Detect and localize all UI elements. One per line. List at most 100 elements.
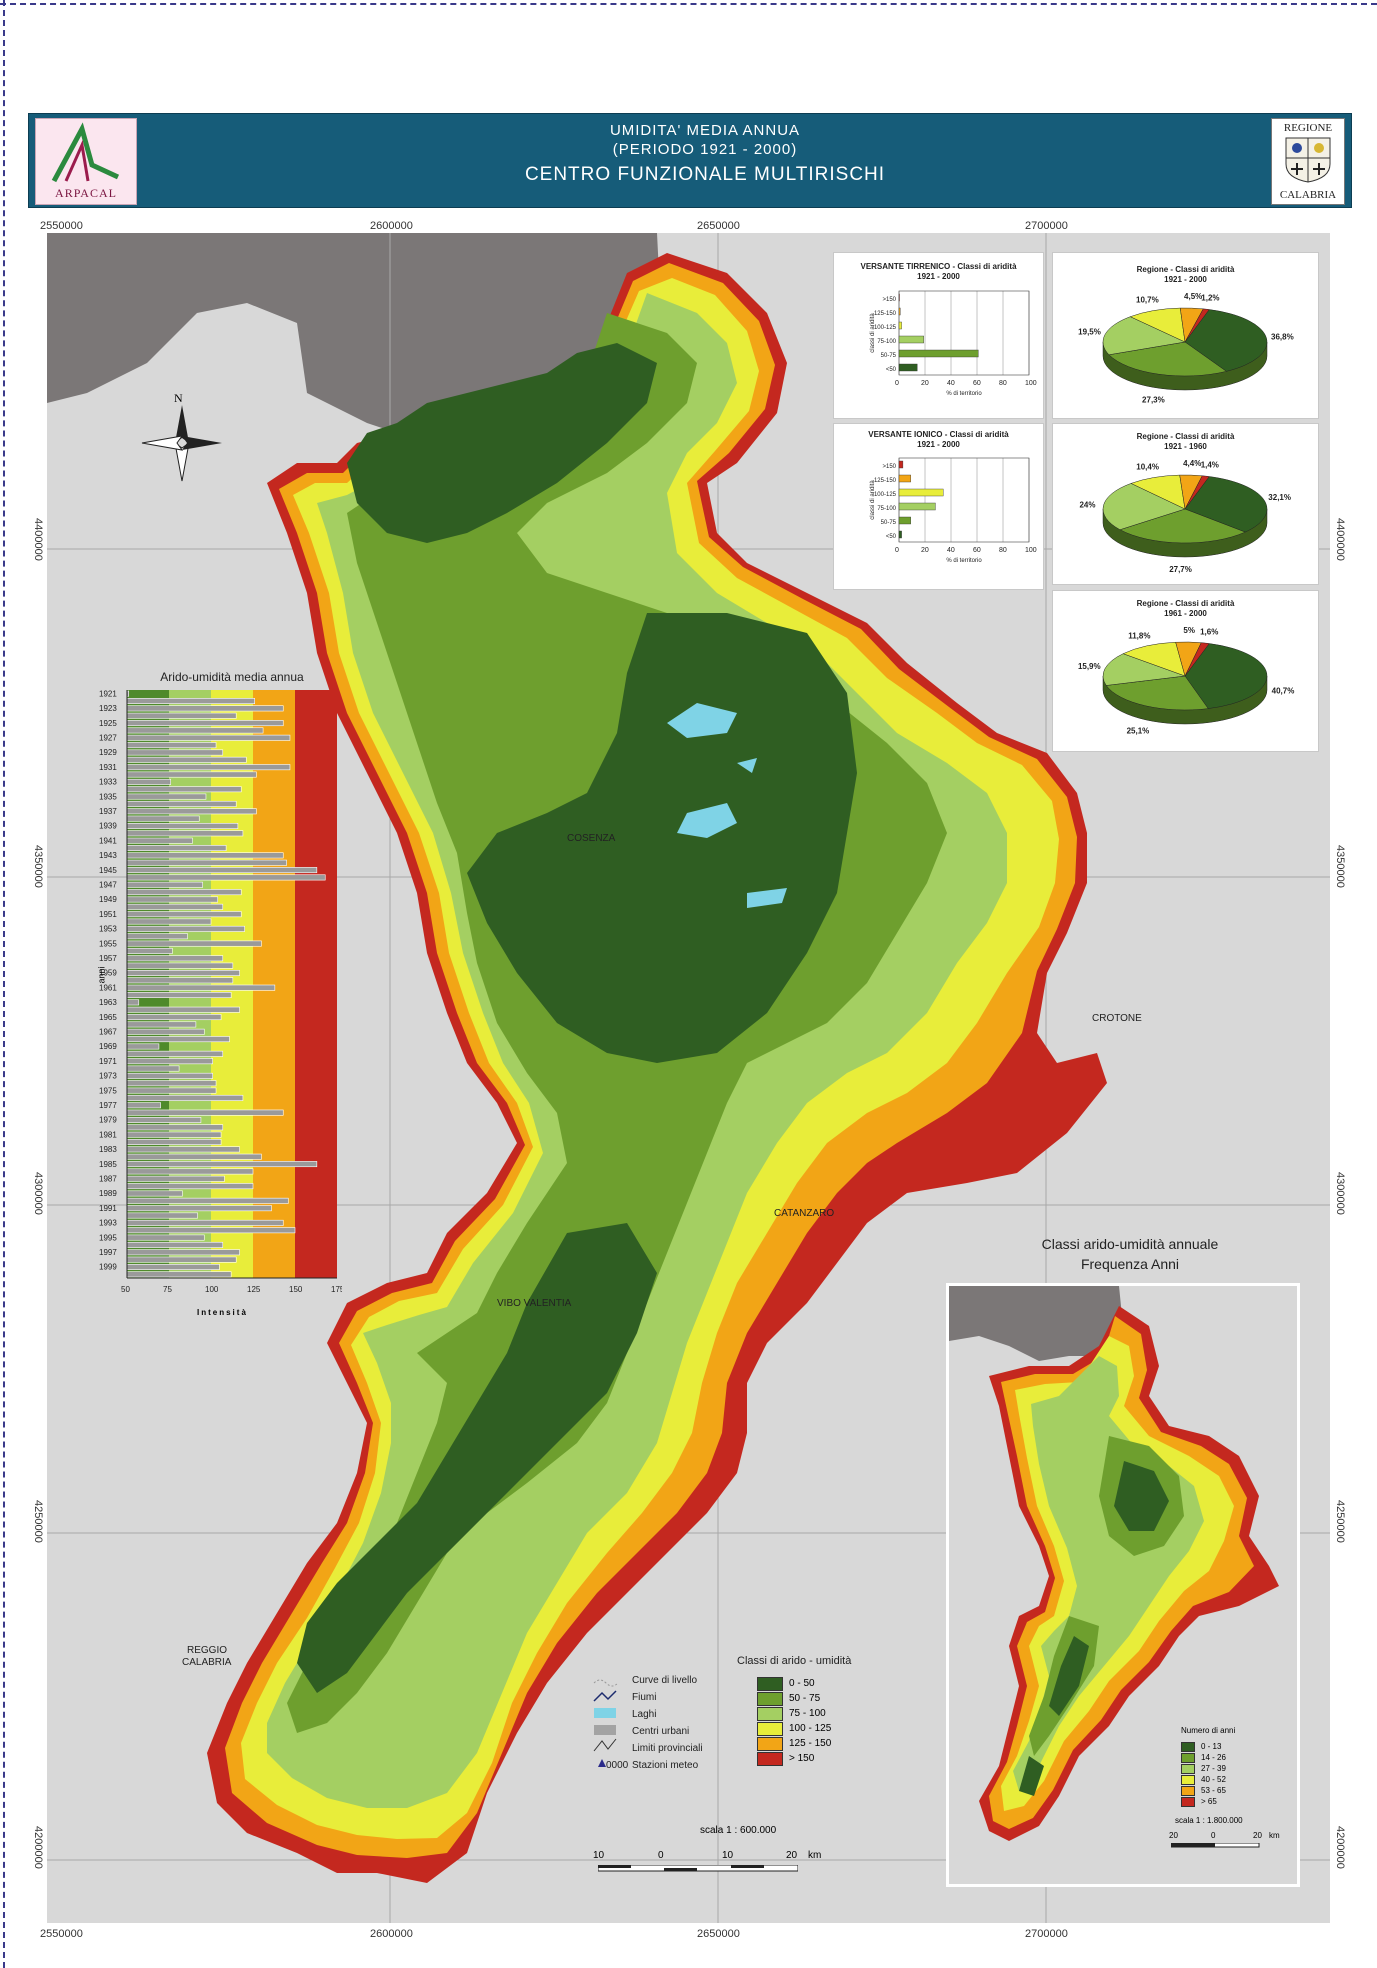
tirrenico-period: 1921 - 2000: [917, 272, 960, 281]
annual-x-tick: 125: [247, 1285, 261, 1294]
year-bar: [126, 1190, 183, 1197]
legend-lakes: Laghi: [632, 1709, 657, 1720]
year-label: 1963: [99, 998, 117, 1007]
year-bar: [126, 1197, 289, 1204]
regione-logo-bottom: CALABRIA: [1279, 189, 1337, 201]
year-label: 1993: [99, 1219, 117, 1228]
year-bar: [126, 925, 245, 932]
pie-label: 1,6%: [1200, 627, 1218, 636]
year-bar: [126, 903, 224, 910]
city-crotone: CROTONE: [1092, 1013, 1142, 1024]
year-bar: [126, 1116, 202, 1123]
year-label: 1999: [99, 1263, 117, 1272]
category-label: 100-125: [874, 325, 897, 331]
year-bar: [126, 1234, 205, 1241]
year-bar: [126, 742, 217, 749]
pie-chart-1921-1960: 32,1% 27,7% 24% 10,4% 4,4% 1,4%: [1079, 459, 1291, 574]
pie-label: 19,5%: [1078, 328, 1101, 337]
year-bar: [126, 1249, 240, 1256]
coord-y-right-3: 4300000: [1334, 1172, 1346, 1215]
north-label: N: [174, 391, 183, 405]
year-bar: [126, 705, 284, 712]
pie-label: 24%: [1079, 500, 1095, 509]
legend-label: 0 - 13: [1201, 1742, 1222, 1752]
year-label: 1991: [99, 1204, 117, 1213]
year-bar: [126, 845, 227, 852]
year-bar: [126, 918, 212, 925]
year-bar: [126, 911, 242, 918]
year-label: 1975: [99, 1086, 117, 1095]
year-label: 1937: [99, 807, 117, 816]
year-bar: [126, 1094, 244, 1101]
north-arrow-icon: [141, 405, 222, 482]
tirrenico-chart-panel: VERSANTE TIRRENICO - Classi di aridità 1…: [833, 252, 1044, 419]
pie-label: 10,7%: [1136, 296, 1159, 305]
year-bar: [126, 940, 262, 947]
coord-x-bottom-4: 2700000: [1025, 1928, 1068, 1940]
legend-borders: Limiti provinciali: [632, 1743, 703, 1754]
year-label: 1935: [99, 792, 117, 801]
annual-x-tick: 50: [121, 1285, 130, 1294]
year-label: 1989: [99, 1189, 117, 1198]
year-label: 1979: [99, 1116, 117, 1125]
city-catanzaro: CATANZARO: [774, 1208, 835, 1219]
city-cosenza: COSENZA: [567, 833, 616, 844]
class-bar: [898, 460, 904, 469]
year-bar: [126, 1263, 220, 1270]
legend-row: 27 - 39: [1181, 1760, 1226, 1778]
class-bar: [898, 335, 924, 344]
inset-scale-bar: [1171, 1843, 1260, 1848]
legend-swatch: [1181, 1785, 1195, 1796]
legend-swatch: [757, 1751, 783, 1766]
year-bar: [126, 1028, 205, 1035]
annual-chart-ylabel: anni: [96, 966, 107, 984]
x-tick: 40: [947, 547, 955, 554]
pie-panel-1921-2000: Regione - Classi di aridità 1921 - 2000 …: [1052, 252, 1319, 419]
annual-chart-title: Arido-umidità media annua: [160, 670, 304, 684]
legend-label: 125 - 150: [789, 1738, 832, 1750]
page-border-top: [0, 3, 1377, 5]
year-bar: [126, 830, 244, 837]
inset-scale-unit: km: [1269, 1831, 1280, 1840]
pie-slice: [1184, 475, 1210, 510]
legend-label: 27 - 39: [1201, 1764, 1226, 1774]
x-tick: 0: [895, 380, 899, 387]
regione-calabria-logo: REGIONE CALABRIA: [1271, 118, 1345, 205]
year-bar: [126, 889, 242, 896]
year-bar: [126, 867, 318, 874]
legend-swatch: [757, 1736, 783, 1751]
legend-row: 50 - 75: [757, 1690, 820, 1708]
legend-station-code: 0000: [606, 1760, 629, 1771]
pie-label: 32,1%: [1268, 493, 1291, 502]
coord-y-left-5: 4200000: [32, 1826, 44, 1869]
x-axis-label: % di territorio: [946, 558, 982, 564]
symbol-legend-icons: [593, 1679, 619, 1767]
coord-y-left-2: 4350000: [32, 845, 44, 888]
legend-stations: Stazioni meteo: [632, 1760, 699, 1771]
year-bar: [126, 1139, 222, 1146]
year-bar: [126, 969, 240, 976]
year-bar: [126, 1058, 213, 1065]
y-axis-label: classi di aridità: [870, 480, 876, 520]
year-bar: [126, 962, 234, 969]
x-tick: 80: [999, 547, 1007, 554]
year-label: 1949: [99, 895, 117, 904]
pie-label: 1,4%: [1201, 460, 1219, 469]
annual-x-tick: 150: [289, 1285, 303, 1294]
year-bar: [126, 1146, 240, 1153]
category-label: 50-75: [881, 353, 897, 359]
scale-tick-4: 20: [786, 1850, 798, 1861]
scale-label: scala 1 : 600.000: [700, 1825, 777, 1836]
year-bar: [126, 977, 234, 984]
category-label: <50: [886, 534, 897, 540]
category-label: 100-125: [874, 492, 897, 498]
year-label: 1945: [99, 866, 117, 875]
x-axis-label: % di territorio: [946, 391, 982, 397]
year-bar: [126, 720, 284, 727]
coat-of-arms-icon: [1285, 137, 1331, 183]
year-label: 1929: [99, 748, 117, 757]
coord-y-right-1: 4400000: [1334, 518, 1346, 561]
inset-map-svg: [949, 1286, 1279, 1841]
legend-row: > 150: [757, 1750, 814, 1768]
pie2-period: 1921 - 1960: [1164, 442, 1207, 451]
